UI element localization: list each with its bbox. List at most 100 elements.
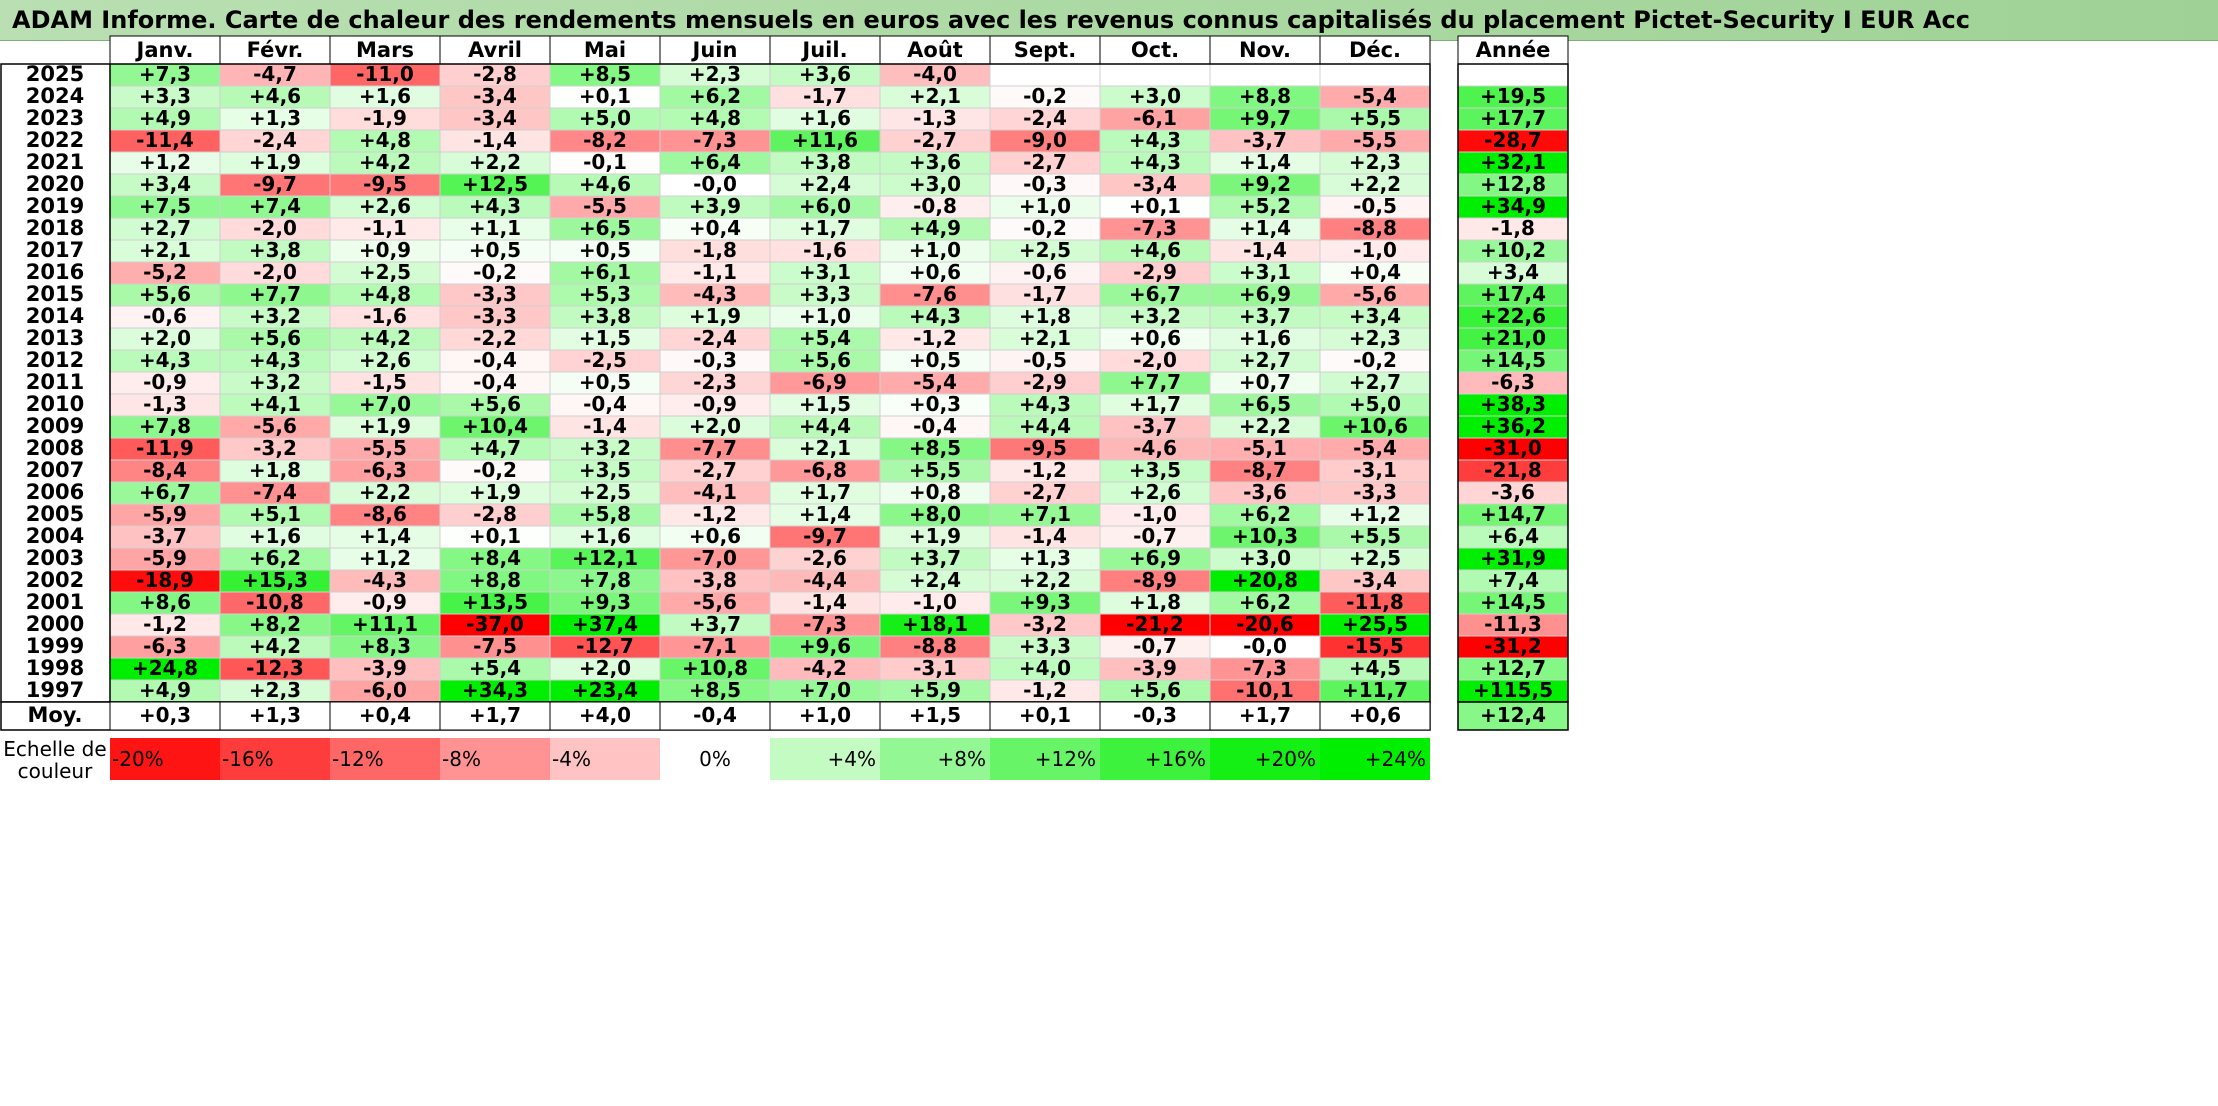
cell-value: +7,3 <box>139 62 191 86</box>
cell-value: +11,1 <box>352 612 418 636</box>
row-year-label: 2016 <box>26 260 84 284</box>
cell-value: +9,7 <box>1239 106 1291 130</box>
cell-value: -3,7 <box>143 524 187 548</box>
annual-value: +38,3 <box>1480 392 1546 416</box>
cell-value: +1,8 <box>1019 304 1071 328</box>
table-row: 2003 -5,9 +6,2 +1,2 +8,4 +12,1 -7,0 -2,6 +3,7 +1,… <box>26 546 1569 571</box>
cell-value: -1,2 <box>913 326 957 350</box>
column-header: Juil. <box>769 35 881 65</box>
cell-value: -3,4 <box>473 84 517 108</box>
cell-value: +1,9 <box>359 414 411 438</box>
cell-value: -5,6 <box>253 414 297 438</box>
cell-value: +7,0 <box>799 678 851 702</box>
cell-value: -8,6 <box>363 502 407 526</box>
cell-value: -9,7 <box>803 524 847 548</box>
cell-value: +3,2 <box>1129 304 1181 328</box>
row-year-label: 2023 <box>26 106 84 130</box>
cell-value: -0,3 <box>1023 172 1067 196</box>
cell-value: -0,2 <box>473 458 517 482</box>
cell-value: +5,5 <box>909 458 961 482</box>
cell-value: -3,9 <box>1133 656 1177 680</box>
cell-value: -8,8 <box>913 634 957 658</box>
cell-value: +0,7 <box>1239 370 1291 394</box>
cell-value: +5,6 <box>799 348 851 372</box>
cell-value: -1,4 <box>583 414 627 438</box>
cell-value: -3,7 <box>1243 128 1287 152</box>
cell-value: +3,3 <box>139 84 191 108</box>
cell-value: -3,3 <box>1353 480 1397 504</box>
cell-value: +4,2 <box>359 326 411 350</box>
cell-value: +5,0 <box>579 106 631 130</box>
cell-value: -1,4 <box>1023 524 1067 548</box>
cell-value: -3,8 <box>693 568 737 592</box>
cell-value: -2,6 <box>803 546 847 570</box>
cell-value: +4,3 <box>469 194 521 218</box>
scale-step-label: -20% <box>112 747 164 771</box>
cell-value: +6,2 <box>1239 502 1291 526</box>
cell-value: +7,4 <box>249 194 301 218</box>
cell-value: -5,1 <box>1243 436 1287 460</box>
column-header: Déc. <box>1319 35 1431 65</box>
cell-value: -10,8 <box>246 590 304 614</box>
cell-value: +6,4 <box>689 150 741 174</box>
cell-value: +6,2 <box>689 84 741 108</box>
column-header-label: Févr. <box>247 38 304 62</box>
scale-swatch <box>660 738 770 780</box>
cell-value: -2,4 <box>253 128 297 152</box>
scale-step-label: +20% <box>1255 747 1316 771</box>
cell-value: -7,4 <box>253 480 297 504</box>
cell-value: +6,9 <box>1239 282 1291 306</box>
cell-value: +5,4 <box>799 326 851 350</box>
cell-value: +3,1 <box>799 260 851 284</box>
cell-value: -2,4 <box>1023 106 1067 130</box>
cell-value: +11,6 <box>792 128 858 152</box>
cell-value: +1,3 <box>1019 546 1071 570</box>
cell-value: -1,4 <box>1243 238 1287 262</box>
cell-value: -1,7 <box>1023 282 1067 306</box>
cell-value: +0,1 <box>579 84 631 108</box>
cell-value: -6,0 <box>363 678 407 702</box>
average-cell <box>439 701 551 731</box>
cell-value: -11,8 <box>1346 590 1404 614</box>
cell-value: +3,6 <box>909 150 961 174</box>
scale-swatch <box>880 738 990 780</box>
cell-value: +2,4 <box>799 172 851 196</box>
row-year-label: 2008 <box>26 436 84 460</box>
cell-value: +7,8 <box>579 568 631 592</box>
cell-value: +0,5 <box>469 238 521 262</box>
average-cell <box>1209 701 1321 731</box>
cell-value: +9,3 <box>579 590 631 614</box>
cell-value: +4,2 <box>249 634 301 658</box>
average-annual-value: +12,4 <box>1480 703 1546 727</box>
cell-value: +15,3 <box>242 568 308 592</box>
cell-value: -3,3 <box>473 282 517 306</box>
annual-value: +19,5 <box>1480 84 1546 108</box>
cell-value: -15,5 <box>1346 634 1404 658</box>
column-header-label: Janv. <box>135 38 194 62</box>
cell-value: +4,8 <box>359 128 411 152</box>
cell-value: -0,7 <box>1133 634 1177 658</box>
cell-value: +5,1 <box>249 502 301 526</box>
cell-value: -0,6 <box>1023 260 1067 284</box>
cell-value: -6,9 <box>803 370 847 394</box>
heat-cell <box>989 63 1101 87</box>
table-row: 2004 -3,7 +1,6 +1,4 +0,1 +1,6 +0,6 -9,7 +1,9 -1,4… <box>26 524 1569 549</box>
average-cell <box>1099 701 1211 731</box>
annual-value: -3,6 <box>1491 480 1535 504</box>
annual-value: +3,4 <box>1487 260 1539 284</box>
average-cell <box>1319 701 1431 731</box>
row-year-label: 2007 <box>26 458 84 482</box>
cell-value: -3,2 <box>253 436 297 460</box>
cell-value: +3,3 <box>1019 634 1071 658</box>
scale-step-label: -16% <box>222 747 274 771</box>
row-year-label: 1997 <box>26 678 84 702</box>
cell-value: -1,5 <box>363 370 407 394</box>
cell-value: +0,5 <box>579 370 631 394</box>
cell-value: -7,3 <box>1133 216 1177 240</box>
cell-value: +4,3 <box>249 348 301 372</box>
cell-value: -1,2 <box>143 612 187 636</box>
average-value: +1,5 <box>909 703 961 727</box>
cell-value: +34,3 <box>462 678 528 702</box>
scale-step-label: -4% <box>552 747 591 771</box>
cell-value: +12,1 <box>572 546 638 570</box>
